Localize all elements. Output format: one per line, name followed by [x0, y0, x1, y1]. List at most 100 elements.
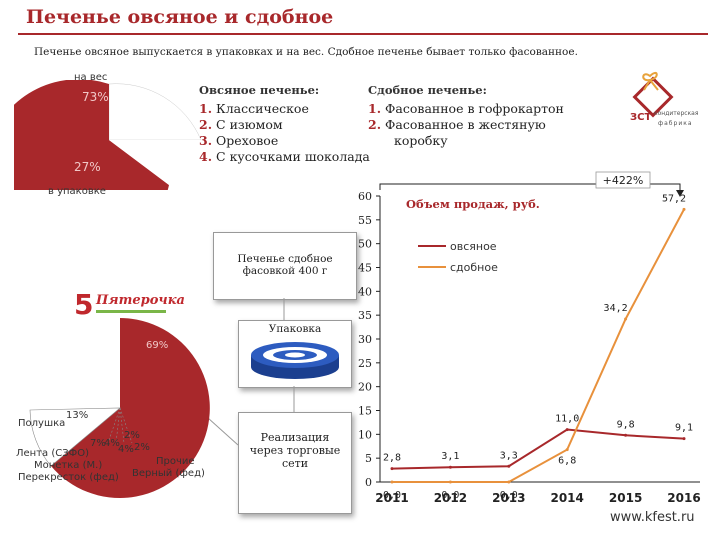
legend-label-oat: овсяное: [450, 240, 497, 253]
pie-retail-label-perekrestok: Перекресток (фед): [18, 472, 119, 483]
chart-data-label-oat: 9,1: [675, 423, 693, 434]
pie-slice-pack-top: [108, 83, 202, 141]
chart-x-tick-label: 2015: [609, 491, 642, 505]
chart-point-oat: [624, 433, 628, 437]
pie-pack-value: 27%: [74, 160, 101, 174]
oat-list: 1. Классическое 2. С изюмом 3. Ореховое …: [199, 101, 370, 165]
pie-retail-slice-poluska: [29, 407, 121, 467]
pie-retail-label-monetka: Монетка (М.): [34, 460, 103, 471]
package-caption: Упаковка: [268, 323, 322, 335]
chart-data-label-oat: 3,1: [441, 451, 459, 462]
chart-point-oat: [448, 465, 452, 469]
chart-data-label-sweet: 0,0: [441, 490, 459, 501]
chart-y-tick-label: 40: [358, 285, 372, 298]
chart-point-sweet: [624, 317, 628, 321]
pie-retail-value-prochie: 2%: [134, 442, 150, 453]
tin-box-image: [251, 342, 339, 379]
chart-series-line-sweet: [392, 208, 685, 483]
pie-retail-value-verny: 4%: [118, 444, 134, 455]
pie-weight-pack: [14, 80, 202, 190]
chart-data-label-sweet: 0,0: [383, 490, 401, 501]
chart-point-oat: [565, 428, 569, 432]
oat-item: 4. С кусочками шоколада: [199, 149, 370, 164]
chart-series-line-oat: [391, 428, 685, 470]
sweet-list-title: Сдобное печенье:: [368, 83, 487, 97]
pie-slice-pack: [109, 140, 201, 185]
chart-y-tick-label: 45: [358, 262, 372, 275]
chart-point-oat: [390, 467, 394, 471]
chart-data-label-sweet: 0,0: [500, 490, 518, 501]
store-logo: 5 Пятерочка: [74, 288, 194, 321]
chart-point-oat: [682, 437, 686, 441]
chart-point-sweet: [390, 480, 394, 484]
growth-badge: +422%: [603, 174, 644, 187]
pie-retail-value-perekrestok: 2%: [124, 430, 140, 441]
chart-data-label-sweet: 57,2: [662, 193, 686, 204]
chart-y-tick-label: 25: [358, 357, 372, 370]
page-title: Печенье овсяное и сдобное: [26, 6, 334, 28]
sweet-item: коробку: [394, 133, 448, 148]
sweet-item: 1. Фасованное в гофрокартон: [368, 101, 564, 116]
factory-logo-mark: ЗСТ: [630, 112, 652, 123]
title-divider: [18, 33, 708, 35]
chart-point-sweet: [448, 480, 452, 484]
pie-retail-value-monetka: 4%: [104, 438, 120, 449]
chart-data-label-oat: 9,8: [617, 419, 635, 430]
chart-data-label-oat: 3,3: [500, 450, 518, 461]
chart-y-tick-label: 30: [358, 333, 372, 346]
growth-badge-box: [595, 171, 651, 189]
footer-url: www.kfest.ru: [610, 510, 695, 525]
pie-retail-label-prochie: Прочие: [156, 456, 195, 467]
pie-weight-value: 73%: [82, 90, 109, 104]
bow-icon: [632, 71, 674, 118]
chart-point-sweet: [682, 207, 686, 211]
chart-point-oat: [507, 464, 511, 468]
package-photo-box: Упаковка: [238, 320, 352, 388]
legend-label-sweet: сдобное: [450, 261, 498, 274]
pie-retail-value-poluska: 13%: [66, 410, 89, 421]
chart-data-label-oat: 11,0: [555, 414, 579, 425]
pie-pack-label: в упаковке: [48, 186, 106, 197]
chart-y-tick-label: 50: [358, 238, 372, 251]
pie-retail-label-lenta: Лента (СЗФО): [16, 448, 90, 459]
chart-y-tick-label: 55: [358, 214, 372, 227]
pie-retail-slice-main: [51, 318, 210, 498]
chart-data-label-sweet: 34,2: [604, 303, 628, 314]
oat-item: 1. Классическое: [199, 101, 309, 116]
sweet-list: 1. Фасованное в гофрокартон 2. Фасованно…: [368, 101, 564, 149]
chart-y-tick-label: 10: [358, 428, 372, 441]
chart-y-tick-label: 35: [358, 309, 372, 322]
oat-item: 3. Ореховое: [199, 133, 279, 148]
biscuit-caption: Печенье сдобное фасовкой 400 г: [237, 253, 333, 277]
chart-y-tick-label: 20: [358, 381, 372, 394]
chart-y-tick-label: 5: [365, 452, 372, 465]
chart-y-tick-label: 60: [358, 190, 372, 203]
pie-retail-main-value: 69%: [146, 340, 169, 351]
store-logo-digit: 5: [74, 288, 94, 321]
sweet-item: 2. Фасованное в жестяную: [368, 117, 546, 132]
factory-logo: ЗСТ кондитерская фабрика: [630, 70, 702, 134]
factory-logo-line2: фабрика: [658, 120, 693, 127]
pie-slice-weight: [14, 80, 169, 190]
factory-logo-line1: кондитерская: [654, 110, 699, 117]
chart-data-label-oat: 2,8: [383, 453, 401, 464]
chart-x-tick-label: 2012: [434, 491, 467, 505]
pie-retail-value-lenta: 7%: [90, 438, 106, 449]
retail-box: Реализация через торговые сети: [238, 412, 352, 514]
chart-point-sweet: [565, 448, 569, 452]
chart-title: Объем продаж, руб.: [406, 197, 540, 211]
oat-list-title: Овсяное печенье:: [199, 83, 320, 97]
chart-x-tick-label: 2014: [550, 491, 583, 505]
chart-x-tick-label: 2016: [667, 491, 700, 505]
retail-caption: Реализация через торговые сети: [249, 431, 341, 470]
biscuit-photo-box: Печенье сдобное фасовкой 400 г: [213, 232, 357, 300]
chart-x-tick-label: 2013: [492, 491, 525, 505]
chart-point-sweet: [507, 480, 511, 484]
pie-retail-label-poluska: Полушка: [18, 418, 66, 429]
chart-y-tick-label: 15: [358, 405, 372, 418]
chart-x-tick-label: 2011: [375, 491, 408, 505]
store-logo-stripe: [96, 310, 166, 313]
pie-retail-label-verny: Верный (фед): [132, 468, 205, 479]
chart-y-tick-label: 0: [365, 476, 372, 489]
